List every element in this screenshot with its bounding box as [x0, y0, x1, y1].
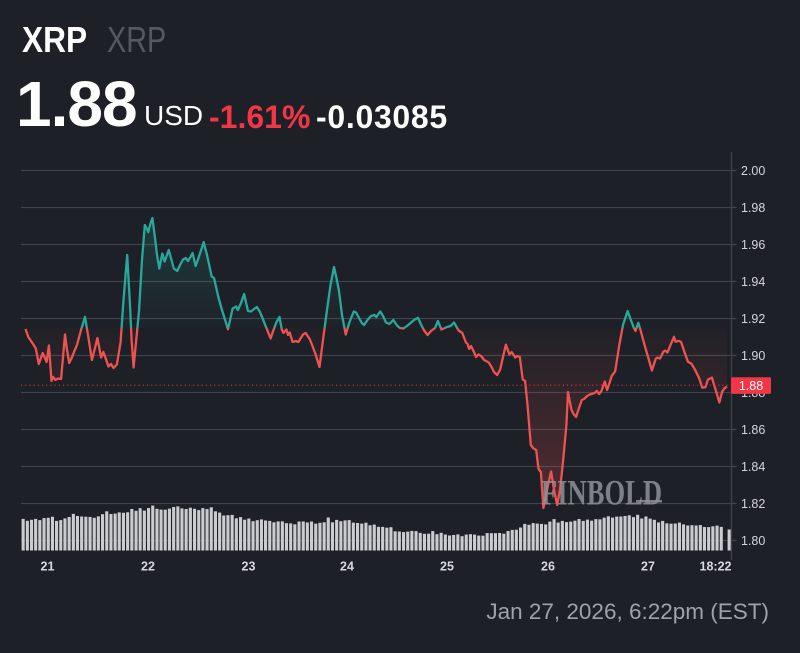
svg-text:1.94: 1.94	[741, 275, 765, 289]
svg-text:FINBOLD: FINBOLD	[541, 473, 662, 513]
svg-text:23: 23	[242, 560, 256, 574]
svg-text:1.84: 1.84	[741, 460, 765, 474]
svg-text:1.96: 1.96	[741, 238, 765, 252]
svg-text:18:22: 18:22	[700, 560, 732, 574]
svg-text:1.98: 1.98	[741, 201, 765, 215]
svg-text:25: 25	[440, 560, 454, 574]
svg-text:1.86: 1.86	[741, 423, 765, 437]
svg-text:24: 24	[340, 560, 354, 574]
svg-text:1.80: 1.80	[741, 534, 765, 548]
svg-text:1.92: 1.92	[741, 312, 765, 326]
svg-text:22: 22	[141, 560, 155, 574]
svg-text:1.90: 1.90	[741, 349, 765, 363]
svg-text:21: 21	[41, 560, 55, 574]
svg-text:1.82: 1.82	[741, 497, 765, 511]
svg-text:27: 27	[641, 560, 655, 574]
svg-text:2.00: 2.00	[741, 164, 765, 178]
svg-text:1.88: 1.88	[739, 379, 763, 393]
svg-text:26: 26	[541, 560, 555, 574]
